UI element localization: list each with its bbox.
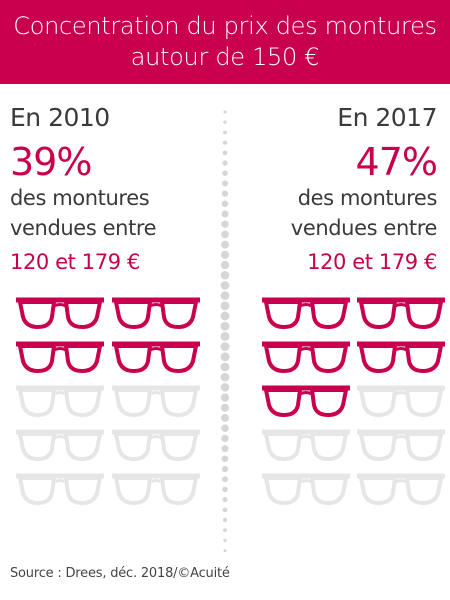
- divider-dot: [220, 281, 230, 290]
- divider-dot: [223, 120, 227, 124]
- dotted-divider: [220, 110, 230, 553]
- divider-dot: [220, 352, 230, 362]
- divider-dot: [220, 260, 230, 270]
- glasses-icon-7: [357, 429, 445, 461]
- header-banner: Concentration du prix des montures autou…: [0, 0, 450, 84]
- glasses-icon-3: [357, 341, 445, 373]
- divider-dot: [220, 270, 230, 280]
- description: des montures vendues entre: [10, 183, 157, 243]
- description: des montures vendues entre: [290, 183, 438, 243]
- divider-dot: [222, 476, 228, 483]
- price-range-label: 120 et 179 €: [307, 250, 437, 274]
- percent-label: 39%: [10, 140, 92, 184]
- divider-dot: [221, 465, 229, 473]
- percent-label: 47%: [355, 140, 438, 184]
- glasses-icon-9: [112, 473, 200, 505]
- chart-title-line1: Concentration du prix des montures: [13, 12, 437, 40]
- glasses-icon-0: [262, 297, 350, 329]
- divider-dot: [220, 372, 230, 382]
- divider-dot: [220, 393, 230, 402]
- glasses-icon-8: [262, 473, 350, 505]
- glasses-icon-2: [16, 341, 104, 373]
- glasses-icon-4: [16, 385, 104, 417]
- divider-dot: [223, 130, 227, 135]
- divider-dot: [222, 507, 228, 513]
- glasses-icon-5: [357, 385, 445, 417]
- divider-dot: [223, 110, 227, 114]
- year-label: En 2010: [10, 103, 110, 132]
- divider-dot: [221, 210, 229, 218]
- divider-dot: [222, 180, 228, 187]
- divider-dot: [220, 250, 230, 259]
- divider-dot: [221, 445, 229, 453]
- divider-dot: [222, 160, 228, 166]
- glasses-icon-9: [357, 473, 445, 505]
- divider-dot: [220, 342, 230, 352]
- divider-dot: [223, 549, 227, 553]
- price-range-label: 120 et 179 €: [10, 250, 140, 274]
- glasses-pictogram: [262, 297, 445, 505]
- divider-dot: [221, 424, 229, 433]
- description-line1: des montures: [297, 186, 438, 210]
- divider-dot: [222, 486, 228, 493]
- divider-dot: [221, 434, 229, 443]
- divider-dot: [222, 150, 228, 156]
- divider-dot: [220, 291, 230, 300]
- divider-dot: [223, 528, 227, 533]
- glasses-icon-3: [112, 341, 200, 373]
- glasses-icon-7: [112, 429, 200, 461]
- divider-dot: [221, 230, 229, 239]
- glasses-icon-2: [262, 341, 350, 373]
- description-line2: vendues entre: [290, 216, 438, 240]
- divider-dot: [221, 220, 229, 228]
- divider-dot: [220, 331, 230, 341]
- glasses-icon-0: [16, 297, 104, 329]
- divider-dot: [222, 170, 228, 176]
- divider-dot: [220, 403, 230, 412]
- divider-dot: [221, 190, 229, 197]
- divider-dot: [221, 414, 229, 422]
- glasses-icon-6: [262, 429, 350, 461]
- divider-dot: [223, 538, 227, 543]
- glasses-icon-8: [16, 473, 104, 505]
- description-line1: des montures: [10, 186, 150, 210]
- divider-dot: [220, 301, 230, 311]
- glasses-pictogram: [16, 297, 200, 505]
- source-note: Source : Drees, déc. 2018/©Acuité: [10, 566, 230, 581]
- divider-dot: [222, 517, 228, 523]
- divider-dot: [220, 311, 230, 321]
- divider-dot: [221, 455, 229, 463]
- glasses-icon-6: [16, 429, 104, 461]
- divider-dot: [220, 321, 230, 331]
- divider-dot: [221, 200, 229, 208]
- glasses-icon-4: [262, 385, 350, 417]
- year-label: En 2017: [337, 103, 437, 132]
- divider-dot: [221, 240, 229, 249]
- glasses-icon-5: [112, 385, 200, 417]
- divider-dot: [222, 140, 228, 145]
- divider-dot: [220, 362, 230, 372]
- description-line2: vendues entre: [10, 216, 157, 240]
- chart-title-line2: autour de 150 €: [130, 43, 320, 71]
- divider-dot: [220, 383, 230, 392]
- divider-dot: [222, 497, 228, 503]
- glasses-icon-1: [112, 297, 200, 329]
- glasses-icon-1: [357, 297, 445, 329]
